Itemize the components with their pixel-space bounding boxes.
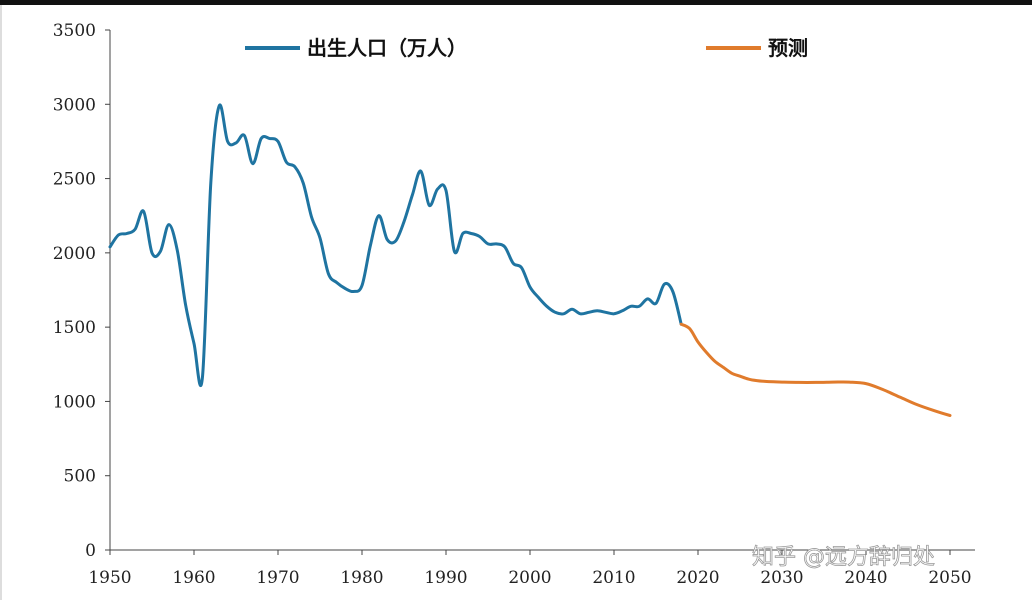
y-tick-label: 500 bbox=[64, 467, 96, 487]
left-border bbox=[0, 5, 2, 600]
x-tick-label: 1970 bbox=[256, 568, 299, 588]
y-tick-label: 2000 bbox=[53, 244, 96, 264]
series-line-forecast bbox=[679, 322, 952, 417]
y-tick-label: 3500 bbox=[53, 21, 96, 41]
y-axis-ticks: 0 500 1000 1500 2000 2500 3000 3500 bbox=[53, 21, 110, 561]
x-tick-label: 2030 bbox=[760, 568, 803, 588]
series-lines bbox=[108, 103, 952, 417]
series-line-birth bbox=[108, 103, 683, 388]
x-tick-label: 2040 bbox=[844, 568, 887, 588]
legend-label-birth: 出生人口（万人） bbox=[307, 36, 467, 60]
y-tick-label: 0 bbox=[85, 541, 96, 561]
x-tick-label: 1950 bbox=[88, 568, 131, 588]
x-tick-label: 1960 bbox=[172, 568, 215, 588]
x-tick-label: 2020 bbox=[676, 568, 719, 588]
x-tick-label: 1980 bbox=[340, 568, 383, 588]
legend: 出生人口（万人） 预测 bbox=[245, 36, 808, 60]
y-tick-label: 1000 bbox=[53, 392, 96, 412]
x-tick-label: 2000 bbox=[508, 568, 551, 588]
x-tick-label: 1990 bbox=[424, 568, 467, 588]
legend-label-forecast: 预测 bbox=[768, 36, 808, 60]
y-tick-label: 2500 bbox=[53, 170, 96, 190]
y-tick-label: 3000 bbox=[53, 95, 96, 115]
top-border bbox=[0, 0, 1032, 5]
y-tick-label: 1500 bbox=[53, 318, 96, 338]
x-axis-ticks: 1950 1960 1970 1980 1990 2000 2010 2020 2030 2040… bbox=[88, 550, 972, 588]
x-tick-label: 2010 bbox=[592, 568, 635, 588]
x-tick-label: 2050 bbox=[928, 568, 971, 588]
watermark-text: 知乎 @远方辞归处 bbox=[752, 545, 935, 570]
